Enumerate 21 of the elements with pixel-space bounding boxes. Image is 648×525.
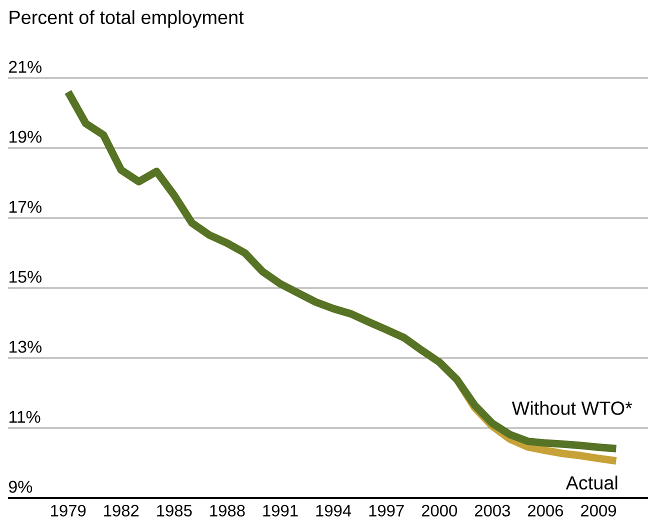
series-label: Actual [566,476,618,490]
y-tick-label: 11% [9,410,40,423]
x-tick-label: 1985 [157,504,192,516]
y-tick-label: 9% [8,480,32,493]
x-tick-label: 2000 [422,504,458,516]
y-tick-label: 15% [9,270,42,283]
x-tick-label: 2009 [581,504,616,516]
series-label: Without WTO* [512,400,632,415]
y-tick-label: 17% [9,200,42,213]
y-tick-label: 21% [9,60,42,73]
y-tick-label: 19% [9,130,42,143]
y-tick-label: 13% [9,340,42,353]
x-tick-label: 2006 [528,504,564,516]
x-tick-label: 1991 [263,504,298,516]
x-tick-label: 1997 [369,504,404,516]
x-tick-label: 2003 [474,504,510,516]
x-tick-label: 1982 [104,504,139,516]
y-axis-title: Percent of total employment [10,10,244,28]
x-tick-label: 1988 [210,504,245,516]
x-tick-label: 1979 [51,504,86,516]
x-tick-label: 1994 [316,504,352,516]
